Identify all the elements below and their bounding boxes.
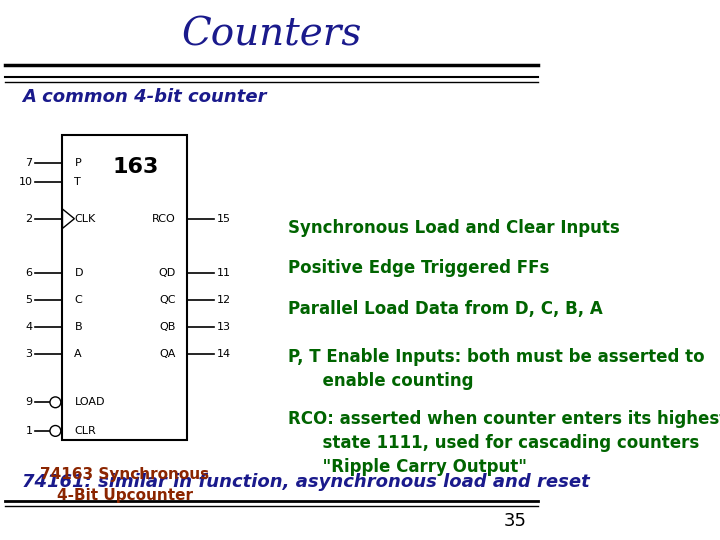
Text: QC: QC xyxy=(159,295,176,305)
Bar xyxy=(63,135,187,440)
Text: 9: 9 xyxy=(25,397,32,407)
Text: 12: 12 xyxy=(217,295,231,305)
Text: 6: 6 xyxy=(26,268,32,278)
Text: 35: 35 xyxy=(504,512,527,530)
Text: CLK: CLK xyxy=(74,214,96,224)
Text: 1: 1 xyxy=(26,426,32,436)
Text: T: T xyxy=(74,177,81,187)
Text: 15: 15 xyxy=(217,214,231,224)
Text: RCO: asserted when counter enters its highest
      state 1111, used for cascadi: RCO: asserted when counter enters its hi… xyxy=(288,410,720,476)
Text: 10: 10 xyxy=(19,177,32,187)
Text: P, T Enable Inputs: both must be asserted to
      enable counting: P, T Enable Inputs: both must be asserte… xyxy=(288,348,704,390)
Text: CLR: CLR xyxy=(74,426,96,436)
Text: P: P xyxy=(74,158,81,168)
Text: RCO: RCO xyxy=(152,214,176,224)
Text: 74163 Synchronous
4-Bit Upcounter: 74163 Synchronous 4-Bit Upcounter xyxy=(40,467,210,503)
Text: Synchronous Load and Clear Inputs: Synchronous Load and Clear Inputs xyxy=(288,219,619,237)
Text: 163: 163 xyxy=(112,157,159,178)
Circle shape xyxy=(50,426,60,436)
Circle shape xyxy=(50,397,60,408)
Text: A common 4-bit counter: A common 4-bit counter xyxy=(22,88,266,106)
Text: 3: 3 xyxy=(26,349,32,359)
Text: QB: QB xyxy=(159,322,176,332)
Text: QD: QD xyxy=(158,268,176,278)
Text: D: D xyxy=(74,268,83,278)
Text: 4: 4 xyxy=(25,322,32,332)
Text: B: B xyxy=(74,322,82,332)
Text: QA: QA xyxy=(159,349,176,359)
Text: Parallel Load Data from D, C, B, A: Parallel Load Data from D, C, B, A xyxy=(288,300,603,318)
Text: 14: 14 xyxy=(217,349,231,359)
Text: 11: 11 xyxy=(217,268,231,278)
Text: LOAD: LOAD xyxy=(74,397,105,407)
Text: Counters: Counters xyxy=(181,17,361,53)
Text: 5: 5 xyxy=(26,295,32,305)
Text: A: A xyxy=(74,349,82,359)
Text: C: C xyxy=(74,295,82,305)
Text: 2: 2 xyxy=(25,214,32,224)
Text: 7: 7 xyxy=(25,158,32,168)
Text: 13: 13 xyxy=(217,322,231,332)
Text: Positive Edge Triggered FFs: Positive Edge Triggered FFs xyxy=(288,259,549,277)
Text: 74161: similar in function, asynchronous load and reset: 74161: similar in function, asynchronous… xyxy=(22,472,590,491)
